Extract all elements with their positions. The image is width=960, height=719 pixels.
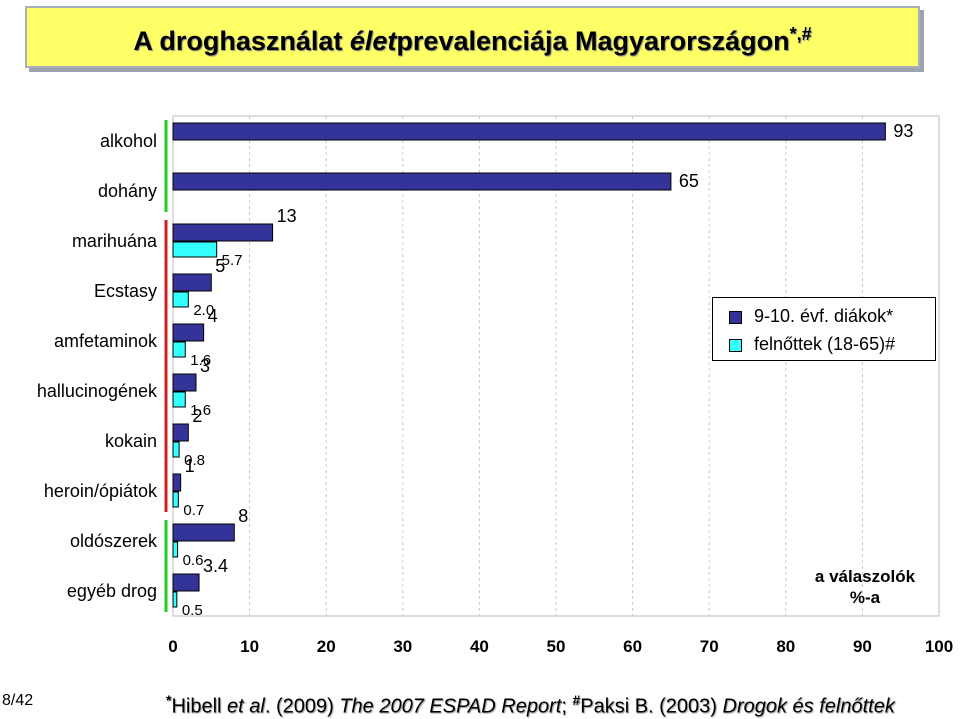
footer-mark-2: # bbox=[572, 692, 581, 708]
bar-students bbox=[172, 373, 197, 392]
title-part-1: A droghasználat bbox=[133, 26, 350, 56]
legend-swatch-adults bbox=[729, 338, 742, 352]
category-label: kokain bbox=[105, 431, 157, 451]
category-label: marihuána bbox=[72, 231, 158, 251]
value-label-students: 13 bbox=[277, 206, 297, 226]
bar-adults bbox=[172, 591, 178, 608]
legend-item-adults: felnőttek (18-65)# bbox=[729, 334, 895, 355]
category-label: alkohol bbox=[100, 131, 157, 151]
value-label-adults: 5.7 bbox=[222, 252, 243, 269]
x-tick-label: 50 bbox=[547, 637, 566, 656]
value-label-adults: 0.5 bbox=[182, 602, 203, 619]
unit-label-line-1: a válaszolók bbox=[814, 567, 916, 586]
value-label-adults: 0.8 bbox=[184, 452, 205, 469]
value-label-students: 3 bbox=[200, 356, 210, 376]
value-label-adults: 1.6 bbox=[190, 352, 211, 369]
x-tick-label: 30 bbox=[393, 637, 412, 656]
x-tick-label: 0 bbox=[168, 637, 177, 656]
title-part-2: élet bbox=[349, 26, 397, 56]
category-label: heroin/ópiátok bbox=[44, 481, 158, 501]
plot-frame bbox=[172, 115, 940, 617]
value-label-students: 93 bbox=[893, 121, 913, 141]
bar-adults bbox=[172, 441, 180, 458]
value-label-students: 4 bbox=[208, 306, 218, 326]
bar-students bbox=[172, 473, 182, 492]
footer-mark-1: * bbox=[166, 692, 172, 708]
bar-adults bbox=[172, 241, 218, 258]
category-label: dohány bbox=[98, 181, 157, 201]
value-label-students: 5 bbox=[215, 256, 225, 276]
legend-label-students: 9-10. évf. diákok* bbox=[754, 306, 894, 326]
category-label: egyéb drog bbox=[67, 581, 157, 601]
footer-text-3: . (2009) bbox=[264, 695, 340, 718]
value-label-students: 1 bbox=[185, 456, 195, 476]
category-label: hallucinogének bbox=[37, 381, 158, 401]
x-tick-label: 40 bbox=[470, 637, 489, 656]
bar-students bbox=[172, 172, 672, 191]
footer-text-2: et al bbox=[227, 695, 265, 718]
value-label-students: 2 bbox=[192, 406, 202, 426]
bar-adults bbox=[172, 291, 189, 308]
page-title: A droghasználat életprevalenciája Magyar… bbox=[27, 24, 918, 57]
value-label-students: 3.4 bbox=[203, 556, 228, 576]
bar-adults bbox=[172, 341, 186, 358]
legend-label-adults: felnőttek (18-65)# bbox=[754, 334, 896, 354]
value-label-students: 65 bbox=[679, 171, 699, 191]
footer-reference: *Hibell et al. (2009) The 2007 ESPAD Rep… bbox=[166, 692, 895, 719]
x-tick-label: 60 bbox=[623, 637, 642, 656]
value-label-adults: 1.6 bbox=[190, 402, 211, 419]
legend-swatch-students bbox=[729, 310, 742, 324]
category-label: amfetaminok bbox=[54, 331, 158, 351]
unit-label: a válaszolók %-a bbox=[790, 566, 940, 608]
title-part-3: prevalenciája Magyarországon bbox=[396, 26, 790, 56]
value-label-adults: 0.6 bbox=[183, 552, 204, 569]
footer-text-5: ; bbox=[561, 695, 573, 718]
bar-adults bbox=[172, 491, 179, 508]
footer-text-7: Drogok és felnőttek bbox=[722, 695, 895, 718]
bar-adults bbox=[172, 541, 179, 558]
value-label-students: 8 bbox=[238, 506, 248, 526]
footer-text-6: Paksi B. (2003) bbox=[580, 695, 723, 718]
value-label-adults: 2.0 bbox=[193, 302, 214, 319]
bar-adults bbox=[172, 391, 186, 408]
bar-students bbox=[172, 323, 205, 342]
bar-students bbox=[172, 573, 200, 592]
legend-item-students: 9-10. évf. diákok* bbox=[729, 306, 893, 327]
x-tick-label: 10 bbox=[240, 637, 259, 656]
slide-number: 8/42 bbox=[2, 692, 34, 709]
x-tick-label: 90 bbox=[853, 637, 872, 656]
x-tick-label: 80 bbox=[776, 637, 795, 656]
title-marks: *,# bbox=[789, 24, 812, 44]
title-banner: A droghasználat életprevalenciája Magyar… bbox=[25, 6, 920, 68]
legend: 9-10. évf. diákok* felnőttek (18-65)# bbox=[712, 297, 936, 361]
bar-students bbox=[172, 122, 886, 141]
bar-students bbox=[172, 273, 212, 292]
bar-students bbox=[172, 523, 235, 542]
footer-text-1: Hibell bbox=[171, 695, 228, 718]
x-tick-label: 20 bbox=[317, 637, 336, 656]
category-label: oldószerek bbox=[70, 531, 158, 551]
category-label: Ecstasy bbox=[94, 281, 157, 301]
bar-students bbox=[172, 423, 189, 442]
bar-students bbox=[172, 223, 274, 242]
value-label-adults: 0.7 bbox=[183, 502, 204, 519]
unit-label-line-2: %-a bbox=[849, 588, 881, 607]
footer-text-4: The 2007 ESPAD Report bbox=[339, 695, 562, 718]
x-tick-label: 70 bbox=[700, 637, 719, 656]
x-tick-label: 100 bbox=[925, 637, 953, 656]
